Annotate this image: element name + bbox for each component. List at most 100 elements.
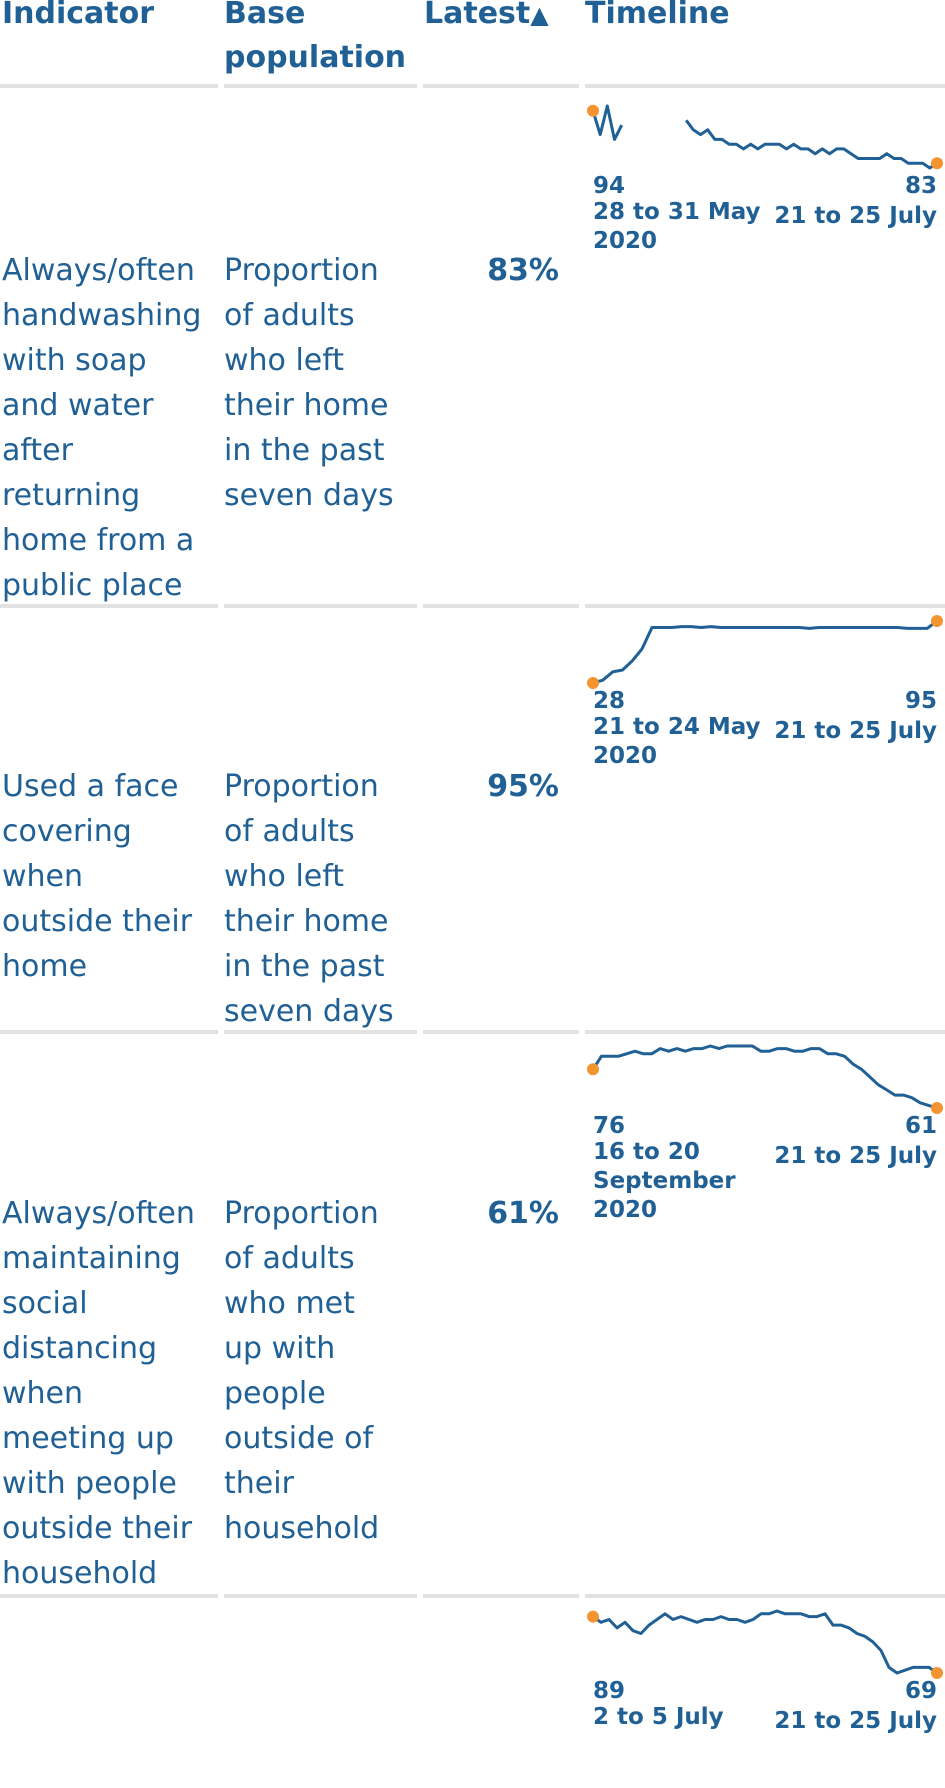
timeline-sparkline: 892 to 5 July 69 21 to 25 July xyxy=(587,1609,943,1734)
row-divider xyxy=(585,1594,945,1598)
base-population-text-line: Proportion xyxy=(224,1196,379,1231)
timeline-start-date: 2020 xyxy=(593,1197,657,1223)
timeline-start-point xyxy=(587,677,599,689)
indicator-text-line: and water xyxy=(2,388,154,423)
timeline-start-date: 2 to 5 July xyxy=(593,1704,724,1730)
timeline-end-point xyxy=(931,1102,943,1114)
triangle-up-icon: ▲ xyxy=(530,1,549,29)
indicator-cell: Always/often handwashing with soap and wate… xyxy=(2,248,201,608)
base-population-text-line: their home xyxy=(224,904,389,939)
base-population-text-line: seven days xyxy=(224,994,394,1029)
column-header-timeline[interactable]: Timeline xyxy=(585,0,730,31)
timeline-end-value: 61 xyxy=(905,1113,937,1139)
timeline-line xyxy=(592,1609,938,1675)
base-population-cell: Proportion of adults who left their home in … xyxy=(224,248,394,518)
base-population-text-line: Proportion xyxy=(224,253,379,288)
indicator-text-line: Always/often xyxy=(2,253,195,288)
base-population-text-line: of adults xyxy=(224,1241,355,1276)
indicator-text-line: when xyxy=(2,1376,84,1411)
base-population-text-line: outside of xyxy=(224,1421,374,1456)
indicator-text-line: home from a xyxy=(2,523,195,558)
timeline-start-date: 2020 xyxy=(593,743,657,769)
indicator-text-line: household xyxy=(2,1556,158,1591)
timeline-line xyxy=(591,104,624,141)
indicator-text-line: with soap xyxy=(2,343,147,378)
timeline-start-point xyxy=(587,1610,599,1623)
column-header-indicator[interactable]: Indicator xyxy=(2,0,155,31)
column-header-latest[interactable]: Latest▲ xyxy=(424,0,549,37)
indicator-text-line: public place xyxy=(2,568,183,603)
indicator-text-line: when xyxy=(2,859,84,894)
timeline-line xyxy=(592,619,938,685)
base-population-text-line: of adults xyxy=(224,814,355,849)
row-divider xyxy=(0,604,218,608)
base-population-cell: Proportion of adults who left their home in … xyxy=(224,764,394,1034)
base-population-line2: population xyxy=(224,40,407,75)
base-population-text-line: who left xyxy=(224,859,345,894)
timeline-end-date: 21 to 25 July xyxy=(774,203,937,229)
row-divider xyxy=(224,1030,417,1034)
base-population-text-line: in the past xyxy=(224,433,385,468)
indicator-text-line: returning xyxy=(2,478,141,513)
indicator-table: Indicator Base population Latest▲ Timeli… xyxy=(0,0,945,1734)
timeline-start-point xyxy=(587,104,599,117)
timeline-start-value: 94 xyxy=(593,173,625,199)
indicator-text-line: after xyxy=(2,433,73,468)
indicator-text-line: distancing xyxy=(2,1331,158,1366)
indicator-cell: Always/often maintaining social distancing w… xyxy=(2,1191,195,1596)
base-population-line1: Base xyxy=(224,0,306,31)
timeline-end-date: 21 to 25 July xyxy=(774,1708,937,1734)
timeline-start-date: 16 to 20 xyxy=(593,1139,700,1165)
timeline-start-value: 28 xyxy=(593,688,625,714)
row-divider xyxy=(585,604,945,608)
base-population-text-line: in the past xyxy=(224,949,385,984)
timeline-start-date: 21 to 24 May xyxy=(593,714,761,740)
timeline-line xyxy=(684,119,938,170)
indicator-text-line: maintaining xyxy=(2,1241,181,1276)
row-divider xyxy=(224,604,417,608)
header-divider xyxy=(0,84,218,88)
timeline-line xyxy=(591,1044,938,1110)
indicator-text-line: covering xyxy=(2,814,132,849)
header-divider xyxy=(585,84,945,88)
indicator-text-line: outside their xyxy=(2,904,193,939)
timeline-start-point xyxy=(587,1063,599,1076)
timeline-start-value: 89 xyxy=(593,1678,625,1704)
row-divider xyxy=(423,1594,579,1598)
timeline-end-point xyxy=(931,615,943,627)
indicator-text-line: outside their xyxy=(2,1511,193,1546)
base-population-text-line: of adults xyxy=(224,298,355,333)
header-divider xyxy=(423,84,579,88)
indicator-text-line: handwashing xyxy=(2,298,202,333)
row-divider xyxy=(585,1030,945,1034)
indicator-text-line: social xyxy=(2,1286,88,1321)
latest-value: 83% xyxy=(487,253,559,288)
base-population-text-line: up with xyxy=(224,1331,336,1366)
row-divider xyxy=(423,604,579,608)
indicator-text-line: home xyxy=(2,949,88,984)
latest-header-label: Latest xyxy=(424,0,531,31)
base-population-text-line: their xyxy=(224,1466,294,1501)
base-population-text-line: seven days xyxy=(224,478,394,513)
indicator-cell: Used a face covering when outside their home xyxy=(2,764,192,989)
column-header-base-population[interactable]: Base population xyxy=(224,0,406,80)
timeline-end-value: 69 xyxy=(905,1678,937,1704)
timeline-end-point xyxy=(931,1667,943,1679)
row-divider xyxy=(224,1594,417,1598)
timeline-end-date: 21 to 25 July xyxy=(774,718,937,744)
indicator-text-line: meeting up xyxy=(2,1421,174,1456)
timeline-start-date: 28 to 31 May xyxy=(593,199,761,225)
base-population-cell: Proportion of adults who met up with people o… xyxy=(224,1191,379,1551)
latest-value: 95% xyxy=(487,769,559,804)
base-population-text-line: who met xyxy=(224,1286,355,1321)
timeline-end-value: 83 xyxy=(905,173,937,199)
base-population-text-line: people xyxy=(224,1376,326,1411)
row-divider xyxy=(0,1030,218,1034)
base-population-text-line: Proportion xyxy=(224,769,379,804)
base-population-text-line: household xyxy=(224,1511,380,1546)
latest-value: 61% xyxy=(487,1196,559,1231)
header-divider xyxy=(224,84,417,88)
indicator-text-line: Used a face xyxy=(2,769,179,804)
